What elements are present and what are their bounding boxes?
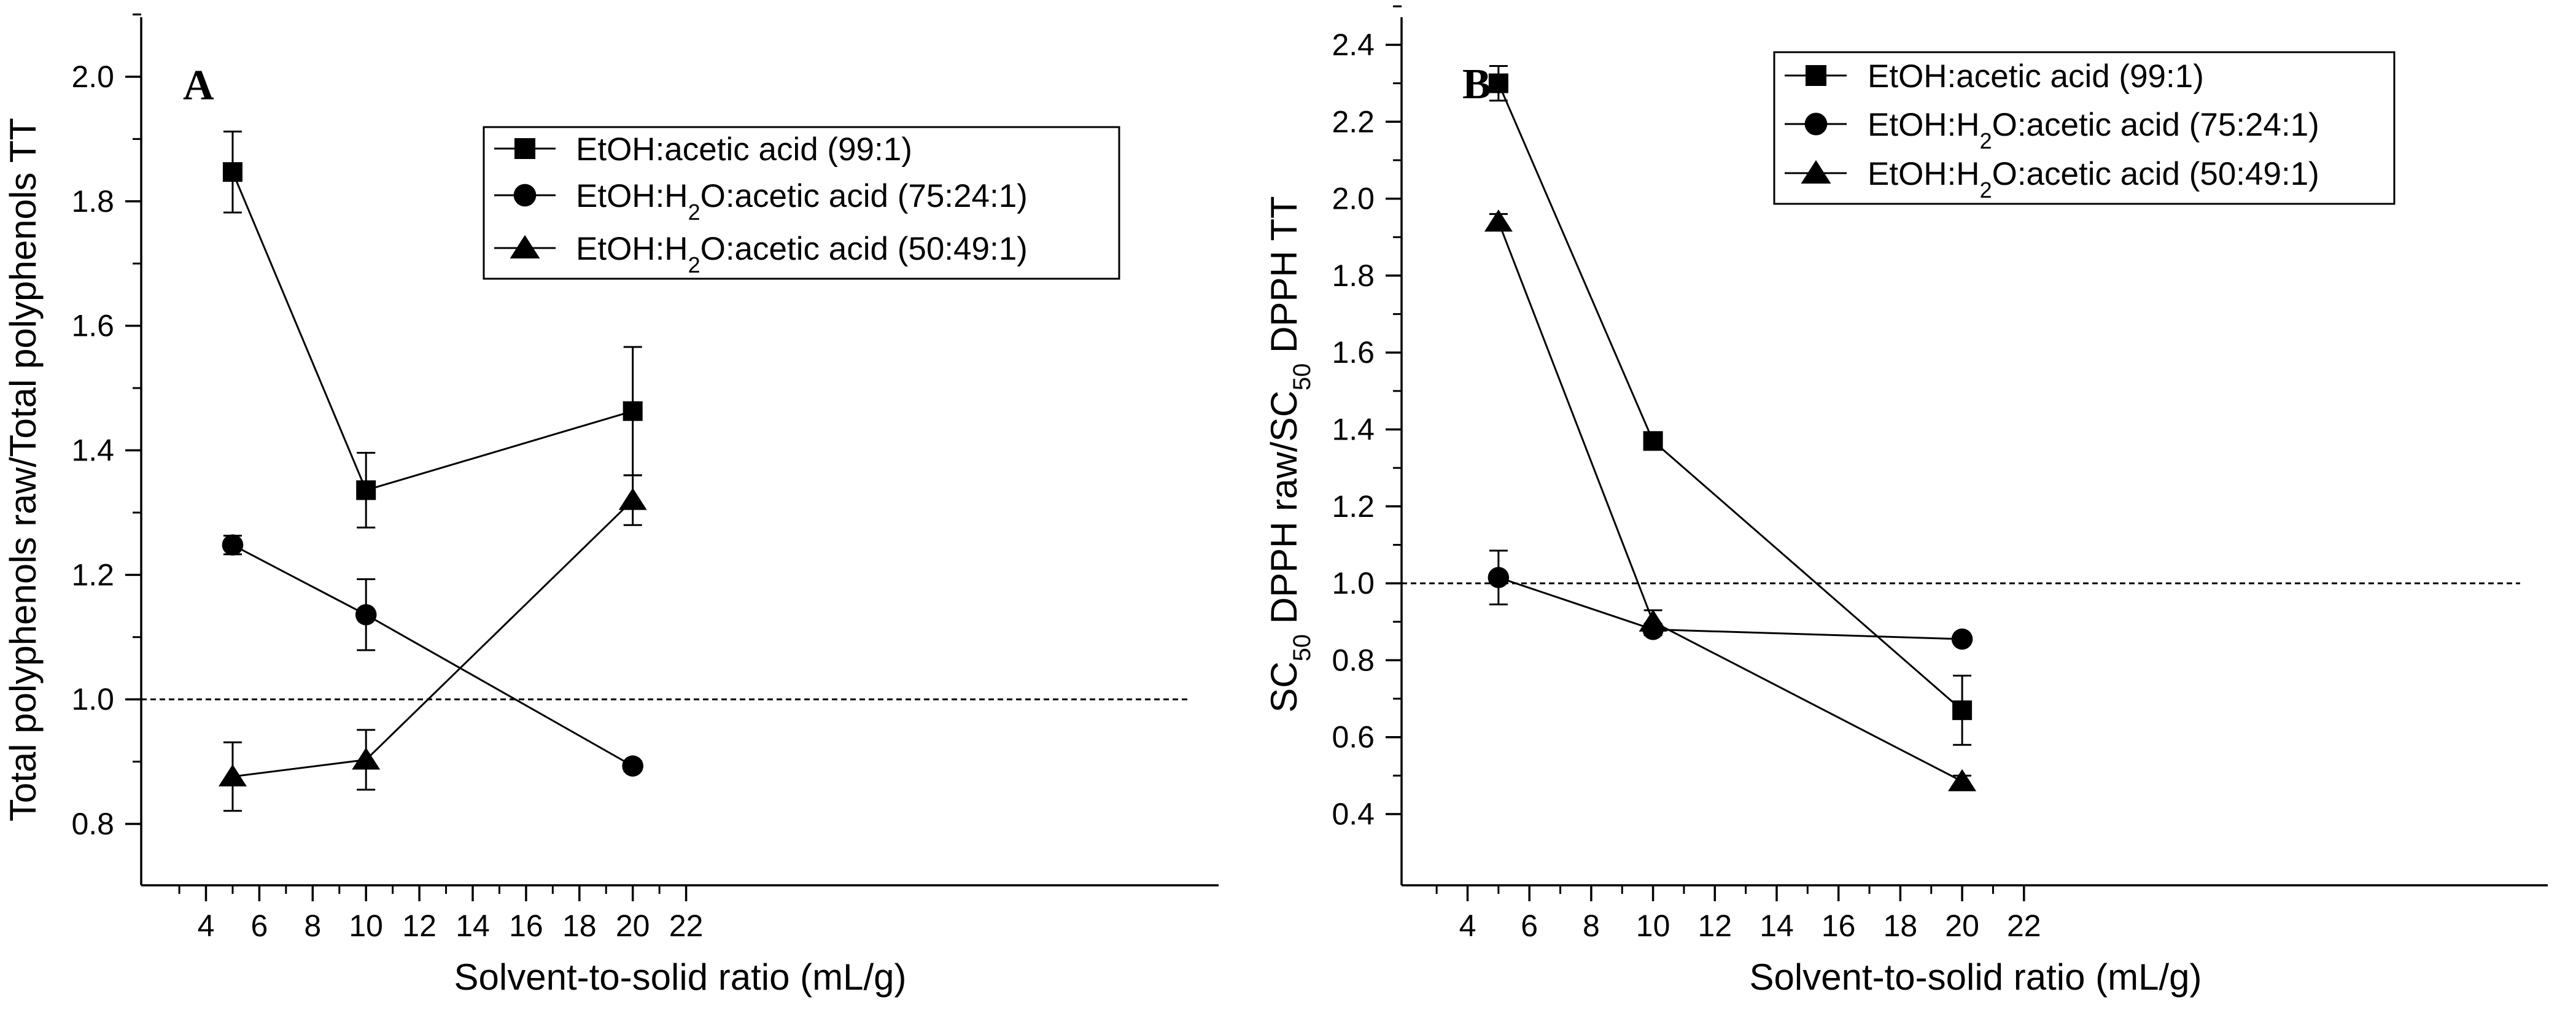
x-tick-label: 12 (1697, 909, 1732, 943)
y-tick-label: 2.4 (1332, 28, 1375, 62)
x-tick-label: 12 (402, 909, 436, 943)
x-tick-label: 6 (250, 909, 268, 943)
data-point (622, 755, 643, 777)
y-tick-label: 0.4 (1332, 797, 1375, 831)
series-circle (222, 534, 643, 777)
legend-label: EtOH:H2O:acetic acid (75:24:1) (576, 178, 1028, 225)
y-tick-label: 1.8 (1332, 258, 1375, 293)
data-point (1484, 209, 1513, 232)
y-tick-label: 1.2 (71, 557, 114, 592)
data-point (222, 534, 244, 556)
legend-marker (1801, 160, 1831, 184)
series-square (1488, 64, 1973, 746)
x-tick-label: 14 (1759, 909, 1794, 943)
chart-panel-a: 0.8 1.0 1.2 1.4 1.6 1.8 2.0 4 6 8 10 12 14 16 18 20 22 So… (2, 14, 1219, 998)
chart-panel-b: 0.4 0.6 0.8 1.0 1.2 1.4 1.6 1.8 2.0 2.2 2.4 4 6 8 10 12… (1263, 5, 2548, 998)
x-tick-label: 18 (562, 909, 597, 943)
legend-box (483, 126, 1120, 280)
y-axis-title: SC50 DPPH raw/SC50 DPPH TT (1263, 196, 1316, 712)
legend-label: EtOH:H2O:acetic acid (50:49:1) (1868, 156, 2319, 203)
legend-marker (510, 235, 540, 258)
x-axis-title: Solvent-to-solid ratio (mL/g) (1750, 957, 2202, 998)
data-point (1948, 769, 1977, 791)
y-axis-title: Total polyphenols raw/Total polyphenols … (2, 118, 44, 821)
x-tick-label: 4 (1459, 909, 1476, 943)
data-point (618, 487, 647, 510)
data-point (355, 604, 377, 626)
x-tick-label: 20 (1945, 909, 1979, 943)
data-point (1639, 609, 1667, 632)
data-point (623, 401, 643, 421)
x-tick-label: 14 (456, 909, 490, 943)
x-tick-label: 10 (1636, 909, 1670, 943)
y-tick-label: 1.6 (71, 309, 114, 343)
legend-label: EtOH:acetic acid (99:1) (576, 131, 912, 168)
legend: EtOH:acetic acid (99:1) EtOH:H2O:acetic a… (1773, 51, 2396, 205)
legend-label: EtOH:acetic acid (99:1) (1868, 58, 2204, 95)
data-point (1488, 73, 1508, 93)
data-point (218, 764, 247, 786)
data-point (356, 480, 376, 500)
x-tick-label: 8 (1583, 909, 1600, 943)
y-tick-label: 2.0 (1332, 182, 1375, 216)
x-tick-label: 20 (616, 909, 650, 943)
series-triangle (1484, 209, 1977, 791)
x-tick-label: 4 (198, 909, 215, 943)
legend-label: EtOH:H2O:acetic acid (75:24:1) (1868, 107, 2319, 153)
x-tick-label: 8 (304, 909, 321, 943)
panel-label: A (183, 62, 214, 109)
y-tick-label: 0.6 (1332, 720, 1375, 755)
series-line (1497, 221, 1963, 783)
x-tick-label: 16 (1821, 909, 1856, 943)
data-point (1952, 700, 1973, 720)
legend-marker (514, 138, 535, 159)
y-tick-label: 1.0 (1332, 566, 1375, 600)
legend-box (1773, 51, 2396, 205)
data-point (1643, 431, 1663, 451)
series-line (232, 544, 634, 767)
data-point (1951, 628, 1973, 650)
data-point (352, 747, 381, 770)
x-tick-label: 22 (2007, 909, 2041, 943)
panel-label: B (1462, 61, 1491, 108)
x-tick-label: 22 (669, 909, 704, 943)
series-line (1498, 576, 1963, 640)
data-point (1488, 567, 1510, 588)
series-circle (1488, 549, 1973, 650)
y-tick-label: 1.8 (71, 184, 114, 219)
series-line (232, 499, 634, 778)
y-tick-label: 0.8 (1332, 643, 1375, 677)
y-tick-label: 1.4 (71, 433, 114, 468)
x-tick-label: 18 (1884, 909, 1918, 943)
legend-label: EtOH:H2O:acetic acid (50:49:1) (576, 231, 1028, 278)
y-tick-label: 1.2 (1332, 489, 1375, 524)
x-tick-label: 6 (1521, 909, 1538, 943)
series-square (222, 130, 643, 529)
y-tick-label: 0.8 (71, 807, 114, 841)
y-tick-label: 1.0 (71, 682, 114, 716)
x-axis-title: Solvent-to-solid ratio (mL/g) (454, 957, 907, 998)
x-tick-label: 16 (509, 909, 543, 943)
legend-marker (513, 184, 537, 207)
legend-marker (1806, 65, 1826, 86)
y-tick-label: 2.2 (1332, 104, 1375, 139)
data-point (222, 162, 242, 182)
y-tick-label: 2.0 (71, 60, 114, 94)
legend-marker (1804, 112, 1828, 136)
y-tick-label: 1.6 (1332, 335, 1375, 370)
series-triangle (218, 474, 647, 812)
legend: EtOH:acetic acid (99:1) EtOH:H2O:acetic a… (483, 126, 1120, 280)
x-tick-label: 10 (349, 909, 383, 943)
y-tick-label: 1.4 (1332, 413, 1375, 447)
